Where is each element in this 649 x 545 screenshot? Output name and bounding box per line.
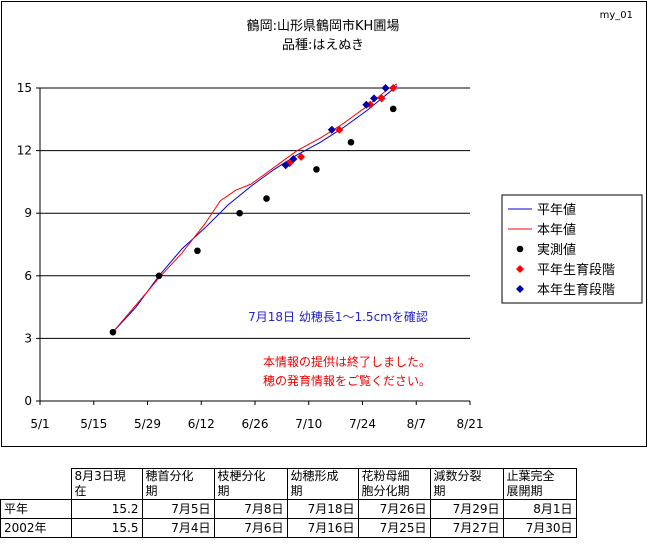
legend-label: 本年値 bbox=[537, 222, 576, 238]
table-header-current: 8月3日現在 bbox=[70, 468, 143, 500]
stage-marker-current bbox=[327, 125, 336, 134]
table-cell: 15.5 bbox=[70, 518, 143, 538]
stage-marker-current bbox=[281, 161, 290, 170]
data-point-observed bbox=[389, 105, 397, 113]
table-row: 2002年 15.5 7月4日 7月6日 7月16日 7月25日 7月27日 7… bbox=[0, 518, 577, 538]
table-cell: 7月26日 bbox=[357, 499, 431, 519]
table-cell: 7月27日 bbox=[429, 518, 504, 538]
stage-marker-current bbox=[362, 100, 371, 109]
table-cell: 7月29日 bbox=[429, 499, 504, 519]
stage-marker-normal bbox=[297, 152, 306, 161]
data-point-observed bbox=[313, 166, 320, 173]
y-tick-label: 9 bbox=[24, 206, 32, 220]
y-tick-label: 3 bbox=[24, 331, 32, 345]
chart-subtitle: 品種:はえぬき bbox=[282, 37, 364, 53]
x-tick-label: 8/7 bbox=[407, 417, 426, 431]
stage-marker-current bbox=[381, 84, 390, 92]
annotation-notice: 穂の発育情報をご覧ください。 bbox=[263, 373, 431, 388]
annotation-note: 7月18日 幼穂長1～1.5cmを確認 bbox=[248, 309, 428, 324]
x-tick-label: 5/1 bbox=[30, 417, 49, 431]
legend-label: 本年生育段階 bbox=[537, 282, 615, 298]
legend-swatch bbox=[516, 265, 524, 273]
table-header-panicle-neck: 穂首分化期 bbox=[141, 468, 215, 500]
table-cell: 7月5日 bbox=[141, 499, 215, 519]
table-cell: 8月1日 bbox=[502, 499, 577, 519]
annotation-notice: 本情報の提供は終了しました。 bbox=[263, 354, 431, 369]
data-point-observed bbox=[155, 272, 163, 280]
table-header-meiosis: 減数分裂期 bbox=[429, 468, 504, 500]
legend-box bbox=[501, 194, 643, 304]
stage-marker-normal bbox=[389, 84, 398, 92]
growth-stage-table: 8月3日現在 穂首分化期 枝梗分化期 幼穂形成期 花粉母細 胞分化期 減数分裂期 … bbox=[0, 468, 577, 538]
x-tick-label: 5/15 bbox=[80, 417, 107, 431]
x-tick-label: 6/26 bbox=[242, 417, 269, 431]
table-cell: 7月4日 bbox=[141, 518, 215, 538]
table-row-label: 平年 bbox=[0, 499, 72, 519]
data-point-observed bbox=[109, 328, 117, 336]
x-tick-label: 7/10 bbox=[295, 417, 322, 431]
table-header-young-panicle: 幼穂形成期 bbox=[286, 468, 359, 500]
table-header-row: 8月3日現在 穂首分化期 枝梗分化期 幼穂形成期 花粉母細 胞分化期 減数分裂期 … bbox=[1, 468, 577, 500]
table-row-label: 2002年 bbox=[0, 518, 72, 538]
table-cell: 7月8日 bbox=[213, 499, 288, 519]
table-cell: 7月18日 bbox=[286, 499, 359, 519]
legend-label: 実測値 bbox=[537, 242, 576, 258]
stage-marker-current bbox=[289, 154, 298, 163]
legend-label: 平年生育段階 bbox=[537, 262, 615, 278]
data-point-observed bbox=[236, 209, 243, 217]
table-corner-cell bbox=[1, 469, 72, 500]
table-header-branch: 枝梗分化期 bbox=[213, 468, 288, 500]
data-point-observed bbox=[263, 195, 270, 202]
table-cell: 7月25日 bbox=[357, 518, 431, 538]
chart-title: 鶴岡:山形県鶴岡市KH圃場 bbox=[247, 18, 400, 34]
data-point-observed bbox=[194, 247, 201, 255]
y-tick-label: 12 bbox=[17, 144, 32, 158]
stage-marker-normal bbox=[377, 94, 386, 103]
table-cell: 7月6日 bbox=[213, 518, 288, 538]
series-line-current bbox=[112, 83, 398, 333]
legend-swatch bbox=[516, 285, 524, 293]
x-tick-label: 6/12 bbox=[188, 417, 215, 431]
table-cell: 7月16日 bbox=[286, 518, 359, 538]
x-tick-label: 7/24 bbox=[349, 417, 376, 431]
legend-label: 平年値 bbox=[537, 202, 576, 218]
stage-marker-normal bbox=[335, 125, 344, 134]
table-header-pollen-mother: 花粉母細 胞分化期 bbox=[357, 468, 431, 500]
table-cell: 15.2 bbox=[70, 499, 143, 519]
y-tick-label: 6 bbox=[24, 269, 32, 283]
y-tick-label: 0 bbox=[24, 394, 32, 408]
table-header-flag-leaf: 止葉完全 展開期 bbox=[502, 468, 577, 500]
table-cell: 7月30日 bbox=[502, 518, 577, 538]
x-tick-label: 5/29 bbox=[134, 417, 161, 431]
table-row: 平年 15.2 7月5日 7月8日 7月18日 7月26日 7月29日 8月1日 bbox=[0, 499, 577, 519]
legend-swatch bbox=[516, 245, 524, 253]
series-line-normal bbox=[112, 85, 398, 333]
stage-marker-current bbox=[370, 94, 379, 103]
chart-corner-label: my_01 bbox=[600, 10, 633, 21]
x-tick-label: 8/21 bbox=[457, 417, 484, 431]
y-tick-label: 15 bbox=[17, 81, 32, 95]
data-point-observed bbox=[347, 138, 355, 146]
